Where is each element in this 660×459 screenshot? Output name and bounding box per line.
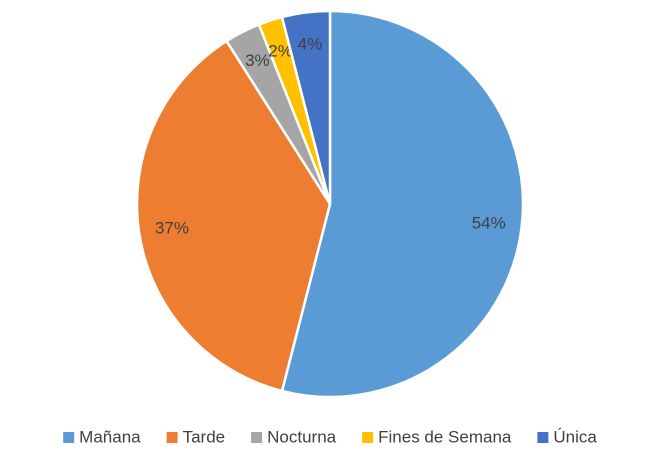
data-label: 37% [155,219,189,238]
legend-swatch [251,432,263,443]
data-label: 3% [245,51,270,70]
legend-swatch [362,432,374,443]
data-label: 4% [298,35,323,54]
data-label: 54% [472,214,506,233]
legend-label: Nocturna [267,427,337,446]
legend-label: Fines de Semana [378,427,512,446]
legend-label: Mañana [79,427,141,446]
legend-swatch [166,432,178,443]
pie: 54% 37% 3%2% 4% [135,9,525,399]
legend: Mañana Tarde Nocturna Fines de Semana Única [63,427,597,446]
legend-label: Tarde [183,427,226,446]
legend-swatch [63,432,75,443]
slice [280,9,332,205]
legend-label: Única [553,427,597,446]
data-label: 2% [268,41,293,60]
legend-swatch [537,432,549,443]
slice [280,9,525,399]
